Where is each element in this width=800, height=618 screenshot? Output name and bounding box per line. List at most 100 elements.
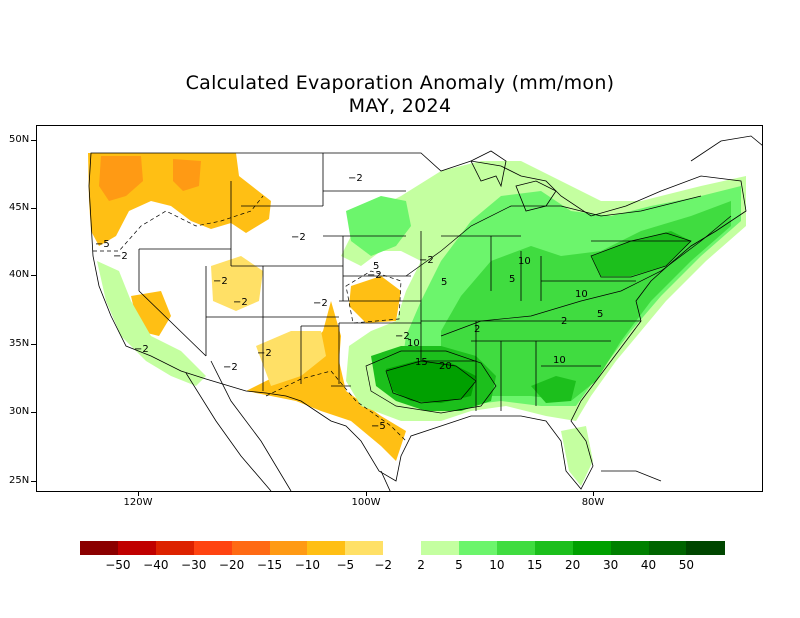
legend-label: 5	[455, 558, 463, 572]
legend-label: 10	[489, 558, 505, 572]
legend-label: 20	[565, 558, 581, 572]
us-outline	[88, 152, 747, 490]
legend-swatch	[269, 541, 308, 555]
legend-label: −10	[294, 558, 321, 572]
mexico-coast	[210, 360, 292, 491]
contour-line	[265, 370, 407, 442]
legend-swatch	[572, 541, 612, 555]
region-california-positive	[97, 261, 206, 386]
contour-label: 10	[407, 338, 420, 349]
great-lakes-outline	[470, 150, 507, 188]
state-line	[138, 290, 207, 357]
anomaly-fill-regions	[88, 153, 746, 486]
contour-label: 10	[518, 256, 531, 267]
contour-line	[405, 195, 702, 277]
contour-label: 20	[439, 361, 452, 372]
contour-label: −5	[95, 239, 110, 250]
map-panel: −5 −2 −2 −2 −2 −2 −2 −2 −2 −2 −2 −2 −2 5…	[36, 125, 763, 492]
contour-label: −2	[348, 173, 363, 184]
contour-label: 2	[474, 324, 480, 335]
boundaries	[88, 152, 747, 490]
legend-swatch	[193, 541, 233, 555]
legend-swatch	[155, 541, 195, 555]
contour-lines	[93, 195, 732, 442]
legend-swatch	[534, 541, 574, 555]
region-southeast-15	[531, 376, 576, 403]
contour-line	[93, 195, 264, 252]
contour-line	[345, 270, 402, 324]
contour-line	[440, 215, 732, 337]
legend-swatch	[459, 541, 498, 555]
lon-label-100w: 100W	[351, 497, 381, 508]
region-colorado-negative	[211, 256, 263, 311]
legend-swatch	[383, 541, 422, 555]
contour-label: −2	[223, 362, 238, 373]
contour-line	[590, 232, 692, 278]
contour-label: −2	[257, 348, 272, 359]
lat-label-45n: 45N	[9, 202, 30, 213]
lat-tick	[31, 275, 37, 276]
lat-label-30n: 30N	[9, 406, 30, 417]
legend-swatch	[117, 541, 157, 555]
region-southwest-light	[256, 331, 326, 386]
contour-label: 5	[597, 309, 603, 320]
region-plains-positive	[346, 196, 411, 256]
lat-tick	[31, 481, 37, 482]
contour-label: −2	[419, 255, 434, 266]
contour-labels: −5 −2 −2 −2 −2 −2 −2 −2 −2 −2 −2 −2 −2 5…	[95, 173, 603, 432]
canada-east-coast	[690, 135, 762, 162]
legend-label: 2	[417, 558, 425, 572]
contour-label: −2	[113, 251, 128, 262]
neighbor-coastlines	[185, 135, 762, 491]
legend-swatch	[496, 541, 536, 555]
contour-label: 10	[575, 289, 588, 300]
lat-label-50n: 50N	[9, 134, 30, 145]
contour-label: 15	[415, 357, 428, 368]
contour-line	[385, 360, 477, 404]
lon-label-80w: 80W	[581, 497, 605, 508]
lon-tick	[138, 491, 139, 496]
region-idaho-strong	[173, 159, 201, 191]
legend-label: −15	[256, 558, 283, 572]
lon-tick	[593, 491, 594, 496]
anomaly-map: −5 −2 −2 −2 −2 −2 −2 −2 −2 −2 −2 −2 −2 5…	[88, 135, 762, 491]
contour-label: 2	[561, 316, 567, 327]
contour-label: −5	[371, 421, 386, 432]
great-lakes-outline	[515, 180, 557, 212]
contour-label: −2	[213, 276, 228, 287]
region-florida	[561, 426, 593, 486]
legend-swatch	[686, 541, 725, 555]
legend-label: −50	[105, 558, 131, 572]
legend-swatch	[610, 541, 649, 555]
contour-label: −2	[395, 331, 410, 342]
lat-tick	[31, 412, 37, 413]
legend-label: 30	[602, 558, 619, 572]
legend-label: 40	[640, 558, 657, 572]
legend-label: 50	[678, 558, 695, 572]
region-texas-positive-20	[386, 361, 476, 403]
legend-swatch	[648, 541, 687, 555]
region-northeast-15	[591, 231, 691, 276]
legend-swatch	[80, 541, 119, 555]
legend-label: 15	[527, 558, 543, 572]
chart-title: Calculated Evaporation Anomaly (mm/mon)	[185, 72, 615, 94]
legend-label: −30	[181, 558, 207, 572]
lon-label-120w: 120W	[123, 497, 153, 508]
contour-label: 5	[509, 274, 515, 285]
legend-swatch	[421, 541, 460, 555]
contour-label: −2	[367, 270, 382, 281]
lat-label-40n: 40N	[9, 269, 30, 280]
contour-label: −2	[233, 297, 248, 308]
mexico-coast	[185, 372, 272, 491]
contour-label: 5	[441, 277, 447, 288]
lat-tick	[31, 208, 37, 209]
contour-label: −2	[291, 232, 306, 243]
lat-tick	[31, 140, 37, 141]
legend-swatch	[345, 541, 384, 555]
legend-label: −5	[336, 558, 355, 572]
chart-subtitle: MAY, 2024	[348, 95, 452, 117]
legend-swatch	[231, 541, 270, 555]
lat-label-25n: 25N	[9, 475, 30, 486]
contour-label: 10	[553, 355, 566, 366]
contour-label: −2	[134, 344, 149, 355]
